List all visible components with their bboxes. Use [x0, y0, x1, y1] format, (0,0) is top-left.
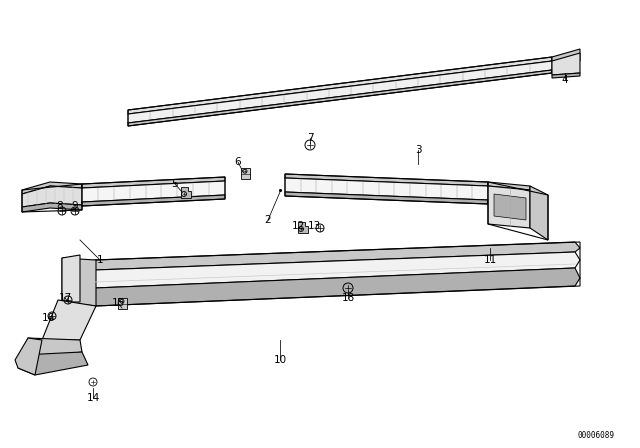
Text: 18: 18: [341, 293, 355, 303]
Polygon shape: [82, 195, 225, 206]
Text: 2: 2: [265, 215, 271, 225]
Text: 3: 3: [415, 145, 421, 155]
Polygon shape: [552, 49, 580, 61]
Text: 15: 15: [111, 298, 125, 308]
Polygon shape: [552, 53, 580, 75]
Text: 11: 11: [483, 255, 497, 265]
Text: 9: 9: [72, 201, 78, 211]
Polygon shape: [95, 268, 580, 306]
Polygon shape: [181, 187, 191, 198]
Polygon shape: [62, 258, 96, 306]
Text: 10: 10: [273, 355, 287, 365]
Polygon shape: [285, 174, 488, 186]
Polygon shape: [241, 168, 250, 180]
Polygon shape: [488, 182, 530, 190]
Polygon shape: [18, 352, 88, 375]
Text: 1: 1: [97, 255, 103, 265]
Text: 12: 12: [291, 221, 305, 231]
Polygon shape: [22, 338, 82, 358]
Polygon shape: [530, 186, 548, 240]
Text: 16: 16: [42, 313, 54, 323]
Polygon shape: [488, 186, 530, 228]
Polygon shape: [128, 70, 552, 126]
Polygon shape: [128, 57, 552, 114]
Polygon shape: [62, 255, 80, 302]
Polygon shape: [22, 186, 82, 207]
Polygon shape: [42, 300, 96, 340]
Text: 4: 4: [562, 75, 568, 85]
Polygon shape: [15, 338, 42, 375]
Polygon shape: [128, 61, 552, 123]
Polygon shape: [552, 73, 580, 78]
Text: 7: 7: [307, 133, 314, 143]
Polygon shape: [494, 194, 526, 220]
Polygon shape: [22, 203, 82, 212]
Text: 14: 14: [86, 393, 100, 403]
Text: 8: 8: [57, 201, 63, 211]
Polygon shape: [95, 242, 580, 270]
Polygon shape: [95, 252, 580, 288]
Polygon shape: [82, 177, 225, 188]
Polygon shape: [285, 178, 488, 200]
Polygon shape: [298, 222, 308, 233]
Text: 6: 6: [235, 157, 241, 167]
Text: 5: 5: [172, 179, 179, 189]
Text: 13: 13: [307, 221, 321, 231]
Polygon shape: [22, 182, 82, 194]
Text: 17: 17: [58, 293, 72, 303]
Polygon shape: [82, 181, 225, 202]
Text: 00006089: 00006089: [578, 431, 615, 440]
Polygon shape: [285, 192, 488, 204]
Polygon shape: [118, 298, 127, 310]
